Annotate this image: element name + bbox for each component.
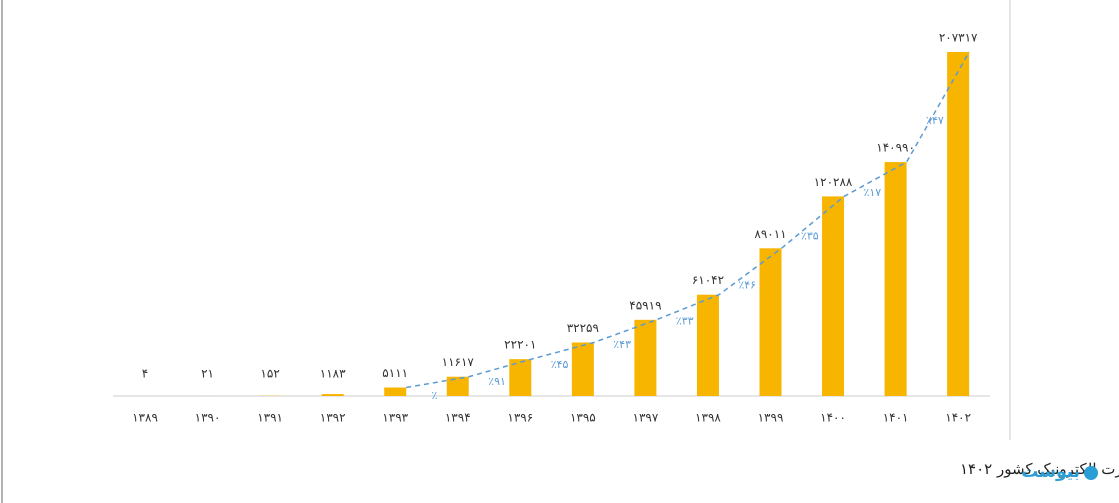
- x-tick-label: ۱۳۹۰: [195, 411, 221, 425]
- growth-label: ٪۴۶: [738, 279, 756, 292]
- growth-label: ٪۳۵: [801, 229, 819, 242]
- growth-label: ٪۴۳: [613, 338, 631, 351]
- bar: [884, 162, 907, 396]
- x-tick-label: ۱۴۰۱: [883, 411, 909, 425]
- bar: [571, 342, 594, 396]
- growth-label: ٪: [432, 389, 438, 402]
- growth-label: ٪۹۱: [488, 375, 506, 388]
- value-label: ۱۲۰۲۸۸: [814, 175, 853, 189]
- logo-icon: [1084, 466, 1098, 480]
- value-label: ۴: [142, 367, 148, 381]
- watermark: بیوست: [1021, 462, 1080, 482]
- value-label: ۲۰۷۳۱۷: [939, 31, 978, 45]
- x-tick-label: ۱۳۹۱: [257, 411, 283, 425]
- x-tick-label: ۱۳۹۹: [758, 411, 784, 425]
- bar: [446, 376, 469, 396]
- growth-label: ٪۴۷: [926, 114, 944, 127]
- bar: [634, 319, 657, 396]
- growth-label: ٪۴۵: [551, 358, 569, 371]
- bar: [384, 387, 407, 396]
- value-label: ۶۱۰۴۲: [692, 273, 724, 287]
- growth-label: ٪۱۷: [863, 186, 881, 199]
- value-label: ۴۵۹۱۹: [629, 298, 661, 312]
- value-label: ۱۴۰۹۹۰: [876, 141, 915, 155]
- x-tick-label: ۱۳۸۹: [132, 411, 158, 425]
- x-tick-label: ۱۳۹۴: [445, 411, 471, 425]
- value-label: ۳۲۲۵۹: [567, 321, 599, 335]
- x-tick-label: ۱۳۹۵: [570, 411, 596, 425]
- x-tick-label: ۱۴۰۲: [945, 411, 971, 425]
- bar: [509, 359, 532, 396]
- bar: [947, 52, 970, 396]
- x-tick-label: ۱۳۹۳: [382, 411, 408, 425]
- bar: [759, 248, 782, 396]
- bar: [696, 294, 719, 396]
- value-label: ۲۱: [201, 367, 214, 381]
- x-tick-label: ۱۳۹۷: [633, 411, 659, 425]
- bar: [321, 394, 344, 396]
- value-label: ۸۹۰۱۱: [754, 227, 786, 241]
- value-label: ۲۲۲۰۱: [504, 338, 536, 352]
- x-tick-label: ۱۴۰۰: [820, 411, 846, 425]
- x-tick-label: ۱۳۹۶: [507, 411, 533, 425]
- source-note: منبع: گزارش تجارت الکترونیک کشور ۱۴۰۲: [960, 460, 1119, 478]
- value-label: ۱۱۸۳: [320, 367, 346, 381]
- x-tick-label: ۱۳۹۲: [320, 411, 346, 425]
- x-tick-label: ۱۳۹۸: [695, 411, 721, 425]
- value-label: ۱۵۲: [260, 367, 279, 381]
- value-label: ۱۱۶۱۷: [442, 355, 475, 369]
- growth-label: ٪۳۳: [676, 314, 694, 327]
- value-label: ۵۱۱۱: [382, 366, 408, 380]
- bar: [822, 196, 845, 396]
